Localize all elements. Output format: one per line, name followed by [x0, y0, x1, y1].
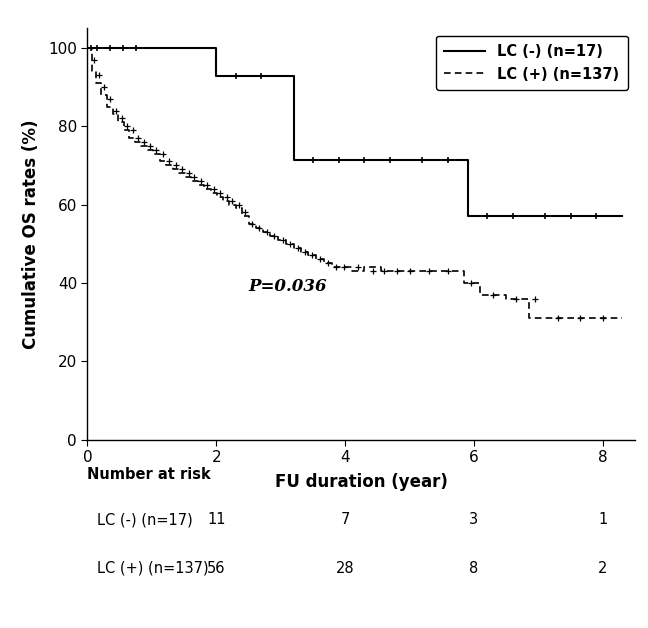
Y-axis label: Cumulative OS rates (%): Cumulative OS rates (%): [22, 119, 40, 349]
Text: 28: 28: [336, 561, 354, 576]
Legend: LC (-) (n=17), LC (+) (n=137): LC (-) (n=17), LC (+) (n=137): [435, 36, 628, 90]
Text: 11: 11: [207, 512, 226, 528]
Text: P=0.036: P=0.036: [249, 278, 327, 295]
Text: 7: 7: [340, 512, 350, 528]
Text: 56: 56: [207, 561, 226, 576]
Text: Number at risk: Number at risk: [87, 467, 211, 482]
X-axis label: FU duration (year): FU duration (year): [275, 474, 448, 491]
Text: LC (+) (n=137): LC (+) (n=137): [97, 561, 209, 576]
Text: 8: 8: [469, 561, 479, 576]
Text: 1: 1: [598, 512, 607, 528]
Text: 2: 2: [598, 561, 608, 576]
Text: 3: 3: [469, 512, 479, 528]
Text: LC (-) (n=17): LC (-) (n=17): [97, 512, 193, 528]
